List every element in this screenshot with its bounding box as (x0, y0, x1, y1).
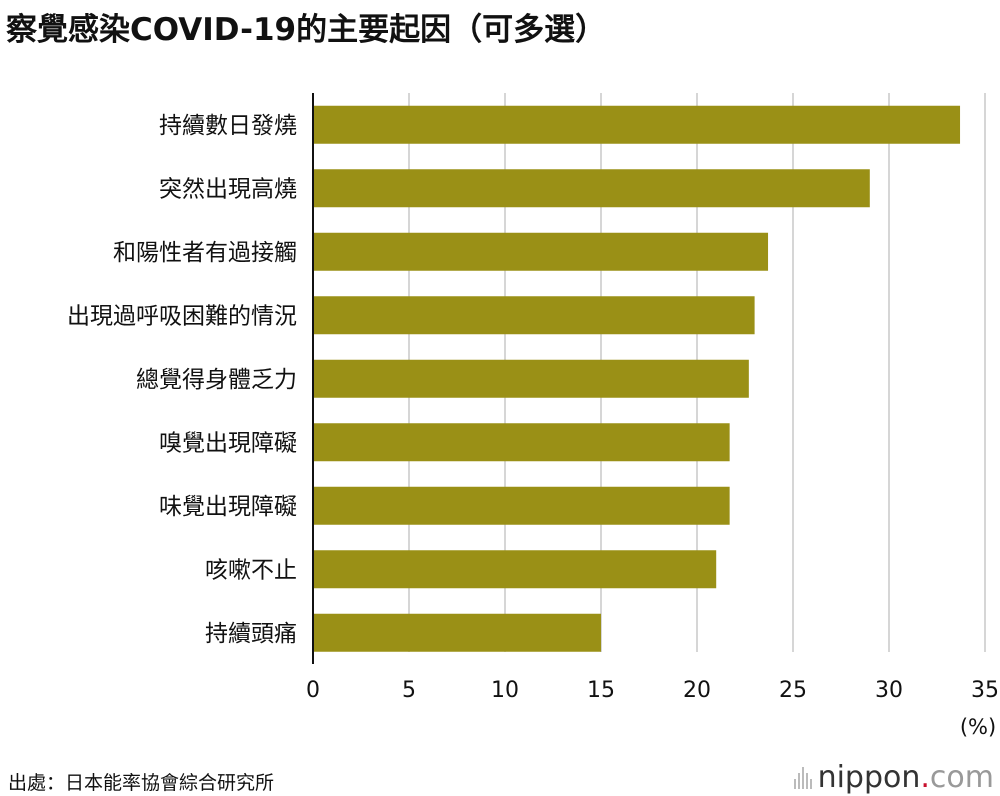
logo-tld: com (929, 760, 994, 795)
bar (313, 486, 730, 525)
category-label: 和陽性者有過接觸 (113, 240, 297, 266)
bar (313, 423, 730, 462)
bar (313, 169, 870, 208)
x-tick-label: 30 (875, 678, 903, 703)
chart-title: 察覺感染COVID-19的主要起因（可多選） (6, 12, 607, 48)
category-label: 出現過呼吸困難的情況 (67, 303, 297, 329)
logo-brand: nippon (817, 760, 921, 795)
category-label: 咳嗽不止 (205, 557, 297, 583)
bar (313, 550, 717, 589)
x-tick-label: 35 (971, 678, 999, 703)
logo-dot: . (920, 760, 930, 795)
bar (313, 232, 769, 271)
unit-label: (%) (960, 715, 996, 739)
category-label: 味覺出現障礙 (159, 494, 297, 520)
category-label: 總覺得身體乏力 (136, 367, 297, 393)
x-tick-label: 10 (491, 678, 519, 703)
bar (313, 105, 961, 144)
bar-chart: 0 5 10 15 20 25 30 35 持續數日發燒突然出現高燒和陽性者有過接觸出現過呼吸困… (67, 93, 999, 739)
bar (313, 613, 601, 652)
bar (313, 296, 755, 335)
category-label: 突然出現高燒 (159, 176, 297, 202)
x-tick-label: 20 (683, 678, 711, 703)
category-label: 嗅覺出現障礙 (159, 430, 297, 456)
x-tick-label: 5 (402, 678, 416, 703)
category-label: 持續數日發燒 (159, 113, 297, 139)
x-tick-label: 15 (587, 678, 615, 703)
logo-bars-icon (793, 766, 812, 789)
bar (313, 359, 749, 398)
x-tick-label: 25 (779, 678, 807, 703)
nippon-logo: nippon. com (793, 760, 994, 795)
x-tick-label: 0 (306, 678, 320, 703)
category-label: 持續頭痛 (205, 621, 297, 647)
source-note: 出處：日本能率協會綜合研究所 (8, 772, 275, 794)
